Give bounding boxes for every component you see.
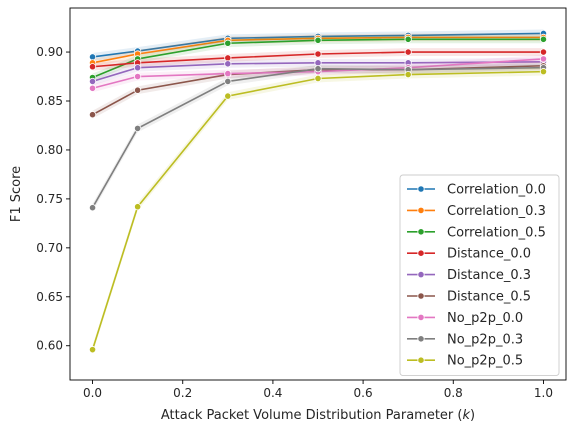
axes: 0.0 0.2 0.4 0.6 0.8 1.0 0.60 0.65 0.70 0.75 0.80 0.… (36, 7, 567, 400)
data-point (314, 36, 322, 44)
x-axis-label: Attack Packet Volume Distribution Parame… (161, 408, 475, 423)
legend-label: No_p2p_0.0 (447, 311, 523, 326)
series-line (91, 70, 544, 350)
data-point (314, 74, 322, 83)
legend-item: No_p2p_0.5 (407, 354, 523, 369)
series-line (92, 51, 544, 68)
data-point (88, 77, 97, 86)
legend-label: Distance_0.5 (447, 290, 531, 305)
series-line (92, 38, 544, 79)
legend-swatch-marker (417, 228, 425, 236)
legend-swatch-marker (417, 335, 425, 343)
y-tick-label: 0.65 (36, 290, 63, 304)
data-point (88, 63, 97, 71)
legend-label: Distance_0.0 (447, 247, 531, 262)
confidence-band (92, 48, 544, 71)
data-point (539, 48, 548, 56)
series-No_p2p_0.3 (88, 63, 548, 212)
data-point (134, 86, 142, 94)
legend-swatch-marker (417, 356, 425, 364)
series-Correlation_0.5 (88, 35, 548, 82)
legend-item: Distance_0.0 (407, 247, 531, 262)
data-point (404, 35, 412, 43)
data-point (88, 111, 97, 119)
x-tick-label: 1.0 (534, 386, 553, 400)
legend-label: No_p2p_0.5 (447, 354, 523, 369)
data-point (134, 72, 142, 81)
data-point (314, 50, 322, 58)
legend-swatch-marker (417, 270, 425, 279)
legend-swatch-marker (417, 185, 425, 193)
data-point (224, 77, 232, 86)
y-tick-label: 0.60 (36, 339, 63, 353)
data-point (134, 124, 142, 133)
series-line (92, 32, 544, 58)
legend-swatch-marker (417, 249, 425, 257)
legend-item: Distance_0.5 (407, 290, 531, 305)
x-tick-label: 0.0 (83, 386, 102, 400)
legend-label: Distance_0.3 (447, 268, 531, 283)
data-point (134, 64, 142, 72)
data-point (224, 92, 232, 100)
axes-frame (69, 7, 567, 381)
data-point (314, 65, 322, 73)
data-point (88, 84, 97, 92)
series-line (91, 66, 544, 209)
legend-label: Correlation_0.0 (447, 183, 546, 198)
series-line (92, 61, 544, 83)
data-point (539, 68, 548, 76)
data-point (224, 69, 232, 78)
legend-swatch-marker (417, 313, 425, 321)
x-tick-label: 0.8 (444, 386, 463, 400)
legend-item: Correlation_0.3 (407, 204, 546, 219)
series-line (92, 36, 544, 64)
data-point (404, 70, 412, 79)
confidence-band (92, 33, 544, 67)
legend-item: Correlation_0.0 (407, 183, 546, 198)
y-tick-label: 0.80 (36, 143, 63, 157)
y-axis-label: F1 Score (9, 166, 24, 222)
y-tick-label: 0.75 (36, 192, 63, 206)
data-point (88, 346, 97, 354)
data-point (134, 203, 142, 211)
legend-item: No_p2p_0.3 (407, 332, 523, 347)
y-tick-label: 0.70 (36, 241, 63, 255)
data-point (539, 55, 548, 63)
legend-box (399, 174, 560, 377)
legend-item: Distance_0.3 (407, 268, 531, 283)
data-point (539, 35, 548, 43)
series-line (92, 58, 544, 90)
legend-item: No_p2p_0.0 (407, 311, 523, 326)
legend-swatch-marker (417, 292, 425, 300)
x-tick-label: 0.6 (354, 386, 373, 400)
y-tick-label: 0.85 (36, 94, 63, 108)
data-point (224, 39, 232, 47)
data-point (404, 48, 412, 56)
x-tick-label: 0.4 (263, 386, 282, 400)
series-Distance_0.0 (88, 48, 548, 71)
legend-label: Correlation_0.3 (447, 204, 546, 219)
confidence-band (92, 61, 544, 119)
legend-swatch-marker (417, 206, 425, 214)
plot-area (88, 29, 548, 354)
series-No_p2p_0.5 (88, 67, 548, 354)
y-tick-label: 0.90 (36, 45, 63, 59)
legend: Correlation_0.0 Correlation_0.3 Correlatio… (399, 174, 560, 377)
data-point (224, 60, 232, 68)
legend-label: Correlation_0.5 (447, 225, 546, 240)
legend-item: Correlation_0.5 (407, 225, 546, 240)
legend-label: No_p2p_0.3 (447, 332, 523, 347)
data-point (88, 204, 97, 212)
x-tick-label: 0.2 (173, 386, 192, 400)
